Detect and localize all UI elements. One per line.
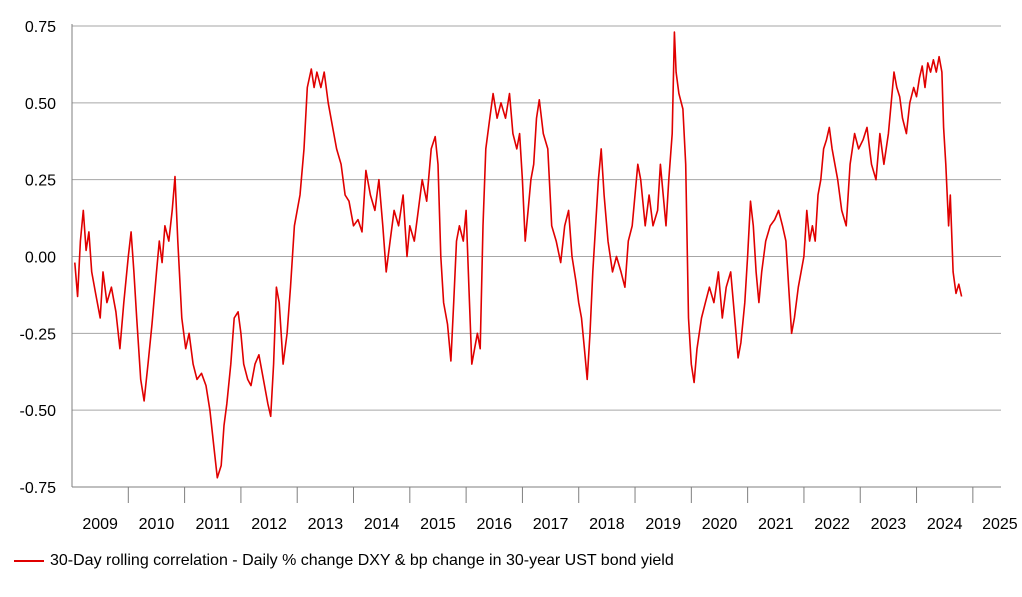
legend-swatch <box>14 560 44 562</box>
x-tick-label: 2018 <box>589 516 625 533</box>
series-line-correlation <box>74 31 963 479</box>
x-tick-label: 2017 <box>533 516 569 533</box>
axes <box>71 24 1001 503</box>
x-tick-label: 2024 <box>927 516 963 533</box>
x-tick-label: 2022 <box>814 516 850 533</box>
x-tick-label: 2013 <box>308 516 344 533</box>
x-tick-label: 2023 <box>871 516 907 533</box>
x-tick-label: 2012 <box>251 516 287 533</box>
x-tick-label: 2020 <box>702 516 738 533</box>
x-tick-label: 2009 <box>82 516 118 533</box>
correlation-chart: 0.75 0.50 0.25 0.00 -0.25 -0.50 -0.75 2009 2010… <box>20 19 1018 533</box>
y-tick-label: 0.25 <box>25 173 56 190</box>
x-tick-label: 2016 <box>476 516 512 533</box>
x-tick-label: 2025 <box>982 516 1018 533</box>
y-tick-label: -0.25 <box>20 326 57 343</box>
y-tick-label: 0.00 <box>25 250 56 267</box>
series-lines <box>74 31 963 479</box>
gridlines <box>72 25 1001 411</box>
x-tick-label: 2021 <box>758 516 794 533</box>
y-tick-label: -0.75 <box>20 480 57 497</box>
y-tick-label: 0.50 <box>25 96 56 113</box>
x-tick-label: 2014 <box>364 516 400 533</box>
legend-label: 30-Day rolling correlation - Daily % cha… <box>50 552 674 569</box>
y-tick-label: -0.50 <box>20 403 57 420</box>
x-tick-label: 2010 <box>139 516 175 533</box>
x-tick-label: 2019 <box>645 516 681 533</box>
x-tick-label: 2011 <box>196 516 231 533</box>
legend: 30-Day rolling correlation - Daily % cha… <box>14 552 674 570</box>
y-axis-tick-labels: 0.75 0.50 0.25 0.00 -0.25 -0.50 -0.75 <box>20 19 57 497</box>
x-axis-tick-labels: 2009 2010 2011 2012 2013 2014 2015 2016 2017 2018… <box>82 516 1017 533</box>
x-tick-label: 2015 <box>420 516 456 533</box>
y-tick-label: 0.75 <box>25 19 56 36</box>
